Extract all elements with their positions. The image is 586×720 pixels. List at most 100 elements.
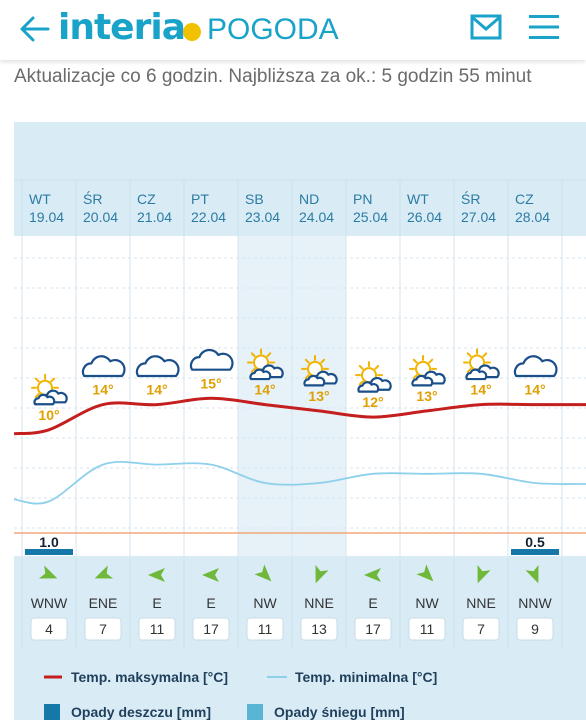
day-date: 22.04 bbox=[191, 209, 226, 225]
interia-pogoda-logo[interactable]: interia POGODA bbox=[58, 6, 339, 50]
wind-speed-box bbox=[354, 617, 392, 641]
wind-arrow-shape bbox=[416, 564, 434, 582]
day-column-1[interactable]: WT 19.04 10° 1.0 WNW 4 bbox=[25, 191, 73, 641]
cloud-icon bbox=[513, 355, 558, 378]
day-of-week: ŚR bbox=[83, 190, 102, 207]
wind-speed-box bbox=[138, 617, 176, 641]
cloud-shape bbox=[465, 368, 488, 381]
logo-secondary: POGODA bbox=[206, 13, 339, 46]
rain-bar bbox=[511, 549, 559, 555]
wind-speed-box bbox=[192, 617, 230, 641]
wind-speed: 4 bbox=[45, 621, 53, 637]
sun-ray bbox=[374, 364, 380, 370]
day-column-5[interactable]: SB 23.04 14° NW 11 bbox=[245, 191, 284, 641]
day-column-2[interactable]: ŚR 20.04 14° ENE 7 bbox=[81, 190, 126, 641]
day-column-7[interactable]: PN 25.04 12° E 17 bbox=[353, 191, 392, 641]
cloud-shape bbox=[411, 374, 434, 387]
sun-behind-cloud-icon bbox=[463, 348, 500, 381]
legend-rain-swatch bbox=[44, 704, 60, 720]
wind-arrow-icon bbox=[364, 568, 381, 582]
wind-arrow-icon bbox=[202, 568, 219, 582]
series-min-temp-line bbox=[14, 461, 586, 505]
sun-ray bbox=[358, 364, 364, 370]
wind-arrow-shape bbox=[94, 565, 114, 579]
wind-direction: E bbox=[368, 595, 377, 611]
wind-arrow-shape bbox=[202, 568, 219, 582]
sun-ray bbox=[320, 358, 326, 364]
day-column-4[interactable]: PT 22.04 15° E 17 bbox=[189, 191, 234, 641]
wind-direction: E bbox=[152, 595, 161, 611]
day-of-week: ŚR bbox=[461, 190, 480, 207]
sun-ray bbox=[482, 352, 488, 358]
max-temp-label: 15° bbox=[200, 375, 221, 391]
day-date: 27.04 bbox=[461, 209, 496, 225]
legend-snow-label: Opady śniegu [mm] bbox=[274, 704, 405, 720]
wind-speed-box bbox=[84, 617, 122, 641]
mail-icon[interactable] bbox=[470, 14, 502, 40]
cloud-shape bbox=[81, 355, 126, 378]
wind-arrow-shape bbox=[364, 568, 381, 582]
day-column-3[interactable]: CZ 21.04 14° E 11 bbox=[135, 191, 180, 641]
day-column-9[interactable]: ŚR 27.04 14° NNE 7 bbox=[461, 190, 500, 641]
day-of-week: WT bbox=[407, 191, 429, 207]
sun-ray bbox=[358, 380, 364, 386]
weekend-shade bbox=[238, 236, 292, 556]
wind-speed: 9 bbox=[531, 621, 539, 637]
series-max-temp-line bbox=[14, 396, 586, 436]
legend-rain-label: Opady deszczu [mm] bbox=[71, 704, 211, 720]
forecast-panel[interactable]: WT 19.04 10° 1.0 WNW 4 ŚR 20.04 14° ENE 7 CZ 21.04 14… bbox=[14, 122, 586, 720]
legend-max-label: Temp. maksymalna [°C] bbox=[71, 669, 228, 685]
wind-arrow-icon bbox=[315, 564, 329, 584]
sun-ray bbox=[304, 374, 310, 380]
max-temp-label: 14° bbox=[524, 382, 545, 398]
hamburger-menu-icon[interactable] bbox=[528, 13, 560, 41]
sun-ray bbox=[304, 358, 310, 364]
update-info-text: Aktualizacje co 6 godzin. Najbliższa za … bbox=[14, 66, 532, 87]
wind-direction: ENE bbox=[89, 595, 118, 611]
rain-value: 0.5 bbox=[525, 534, 545, 550]
wind-speed-box bbox=[30, 617, 68, 641]
sun-ray bbox=[50, 377, 56, 383]
sun-ray bbox=[266, 352, 272, 358]
day-column-6[interactable]: ND 24.04 13° NNE 13 bbox=[299, 191, 338, 641]
wind-direction: E bbox=[206, 595, 215, 611]
wind-arrow-icon bbox=[525, 564, 539, 584]
wind-arrow-icon bbox=[254, 564, 272, 582]
wind-arrow-shape bbox=[254, 564, 272, 582]
wind-speed-box bbox=[246, 617, 284, 641]
wind-arrow-shape bbox=[38, 565, 58, 579]
max-temp-label: 10° bbox=[38, 407, 59, 423]
sun-behind-cloud-icon bbox=[301, 354, 338, 387]
cloud-shape bbox=[33, 393, 56, 406]
day-column-8[interactable]: WT 26.04 13° NW 11 bbox=[407, 191, 446, 641]
wind-speed: 17 bbox=[365, 621, 381, 637]
wind-direction: NNE bbox=[304, 595, 334, 611]
back-arrow-icon[interactable] bbox=[18, 12, 52, 46]
day-of-week: SB bbox=[245, 191, 264, 207]
sun-behind-cloud-icon bbox=[355, 361, 392, 393]
day-of-week: PN bbox=[353, 191, 372, 207]
day-date: 21.04 bbox=[137, 209, 172, 225]
sun-ray bbox=[34, 393, 40, 398]
sun-ray bbox=[412, 374, 418, 380]
rain-value: 1.0 bbox=[39, 534, 59, 550]
day-date: 20.04 bbox=[83, 209, 118, 225]
sun-behind-cloud-icon bbox=[409, 354, 446, 387]
sun-ray bbox=[412, 358, 418, 364]
sun-ray bbox=[250, 367, 256, 373]
max-temp-label: 13° bbox=[308, 388, 329, 404]
day-date: 19.04 bbox=[29, 209, 64, 225]
wind-direction: NW bbox=[253, 595, 277, 611]
sun-ray bbox=[466, 367, 472, 373]
cloud-shape bbox=[303, 374, 326, 387]
weekend-shade bbox=[292, 236, 346, 556]
cloud-icon bbox=[81, 355, 126, 378]
wind-speed-box bbox=[462, 617, 500, 641]
cloud-shape bbox=[249, 368, 272, 381]
wind-direction: WNW bbox=[31, 595, 68, 611]
day-of-week: CZ bbox=[515, 191, 534, 207]
sun-behind-cloud-icon bbox=[31, 373, 68, 406]
legend-min-label: Temp. minimalna [°C] bbox=[295, 669, 437, 685]
day-column-10[interactable]: CZ 28.04 14° 0.5 NNW 9 bbox=[511, 191, 559, 641]
day-date: 28.04 bbox=[515, 209, 550, 225]
